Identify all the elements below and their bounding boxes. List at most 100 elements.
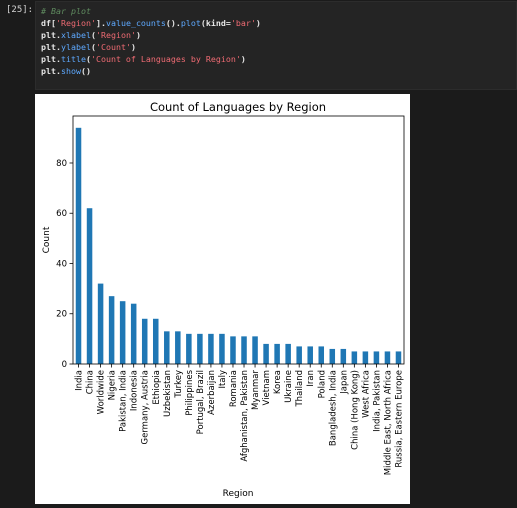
bar (241, 336, 247, 364)
x-tick-label: China (86, 370, 96, 394)
code-token: (). (165, 18, 181, 29)
x-tick-label: Italy (218, 370, 228, 388)
code-token: xlabel (60, 30, 91, 41)
code-line[interactable]: plt.title('Count of Languages by Region'… (41, 53, 261, 65)
x-tick-label: Germany, Austria (141, 370, 151, 445)
x-axis-label: Region (223, 489, 254, 499)
x-tick-label: Indonesia (130, 370, 140, 411)
x-tick-label: West Africa (361, 370, 371, 418)
bar (329, 348, 336, 364)
x-tick-label: India, Pakistan (372, 370, 382, 432)
x-tick-label: Romania (229, 370, 239, 407)
code-token: ) (240, 54, 246, 65)
bar (384, 351, 391, 364)
bar-chart: Count of Languages by Region Region Coun… (42, 100, 405, 499)
bar (86, 208, 93, 364)
x-tick-label: Iran (306, 370, 316, 387)
x-tick-label: Japan (339, 370, 349, 395)
x-tick-label: Russia, Eastern Europe (394, 370, 404, 468)
bar (296, 346, 302, 364)
bar (285, 343, 291, 364)
code-line[interactable]: # Bar plot (41, 5, 261, 17)
bar (208, 333, 214, 364)
code-token: plot (180, 18, 201, 29)
y-tick-label: 80 (56, 159, 67, 169)
x-tick-label: Worldwide (97, 370, 107, 414)
chart-title: Count of Languages by Region (150, 100, 326, 114)
x-tick-label: Poland (317, 370, 327, 398)
code-token: title (60, 54, 86, 65)
code-token: 'Region' (56, 18, 96, 29)
bar (230, 336, 236, 364)
y-tick-label: 60 (56, 209, 67, 219)
x-tick-label: Azerbaijan (207, 370, 217, 415)
bar (197, 333, 203, 364)
code-editor[interactable]: # Bar plot df['Region'].value_counts().pl… (41, 5, 261, 78)
code-token: ylabel (60, 42, 91, 53)
bar (307, 346, 313, 364)
x-tick-label: India (75, 370, 85, 391)
code-token: 'Region' (95, 30, 136, 41)
y-axis-label: Count (42, 226, 52, 253)
bar (252, 336, 258, 364)
code-token: 'Count of Languages by Region' (90, 54, 241, 65)
x-tick-label: Philippines (185, 369, 195, 415)
x-tick-label: Korea (273, 370, 283, 394)
code-token: ) (135, 30, 141, 41)
x-tick-label: Bangladesh, India (328, 370, 338, 446)
x-tick-label: Afghanistan, Pakistan (240, 370, 250, 462)
bar (141, 318, 148, 364)
code-line[interactable]: plt.xlabel('Region') (41, 29, 261, 41)
bar (219, 333, 225, 364)
code-token: ) (255, 18, 261, 29)
code-token: ]. (95, 18, 106, 29)
y-axis: 0 20 40 60 80 (56, 159, 73, 370)
y-tick-label: 20 (56, 310, 67, 320)
bar (75, 127, 82, 364)
x-tick-label: Nigeria (108, 370, 118, 400)
code-token: 'Count' (95, 42, 131, 53)
x-axis: India China Worldwide Nigeria Pakistan, Indi… (75, 364, 404, 475)
code-token: ( (85, 54, 91, 65)
bar (130, 303, 137, 364)
code-line[interactable]: plt.show() (41, 65, 261, 77)
x-tick-label: Turkey (174, 370, 184, 399)
x-tick-label: Myanmar (251, 370, 261, 410)
code-token: ( (90, 30, 96, 41)
code-line[interactable]: plt.ylabel('Count') (41, 41, 261, 53)
code-token: () (80, 66, 91, 77)
x-tick-label: Uzbekistan (163, 370, 173, 417)
code-token: ( (90, 42, 96, 53)
code-token: df[ (41, 18, 56, 29)
code-token: show (60, 66, 81, 77)
x-tick-label: Pakistan, India (119, 370, 129, 432)
bar (395, 351, 402, 364)
code-token: 'bar' (230, 18, 256, 29)
code-token: ) (130, 42, 136, 53)
bars (75, 127, 402, 364)
code-line[interactable]: df['Region'].value_counts().plot(kind='b… (41, 17, 261, 29)
code-token: plt. (41, 30, 61, 41)
bar (152, 318, 159, 364)
x-tick-label: Thailand (295, 370, 305, 408)
x-tick-label: Ukraine (284, 370, 294, 403)
code-token: plt. (41, 66, 61, 77)
bar (97, 283, 104, 364)
bar (119, 301, 126, 364)
output-area: Count of Languages by Region Region Coun… (35, 94, 410, 504)
code-token: plt. (41, 42, 61, 53)
bar (186, 333, 192, 364)
bar (340, 348, 347, 364)
cell-prompt: [25]: (6, 5, 34, 15)
bar (175, 331, 181, 364)
code-cell[interactable]: # Bar plot df['Region'].value_counts().pl… (35, 1, 517, 90)
x-tick-label: Portugal, Brazil (196, 370, 206, 434)
code-token: value_counts (105, 18, 166, 29)
plot-frame (72, 115, 405, 365)
x-tick-label: Ethiopia (152, 370, 162, 405)
x-tick-label: Middle East, North Africa (383, 370, 393, 475)
y-tick-label: 0 (62, 360, 67, 370)
bar (274, 343, 280, 364)
bar (108, 296, 115, 364)
code-token: (kind= (200, 18, 231, 29)
